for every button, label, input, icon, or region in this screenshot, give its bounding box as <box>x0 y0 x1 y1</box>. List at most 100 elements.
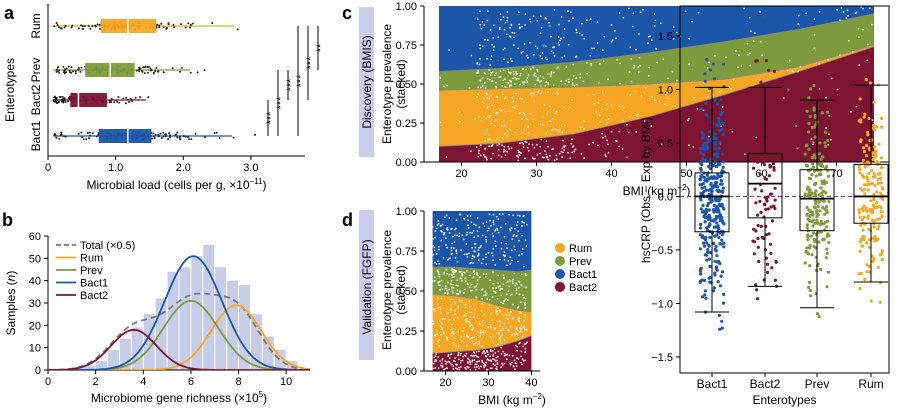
white-dot <box>450 283 452 285</box>
a-point <box>134 96 137 99</box>
e-point-Bact1 <box>714 249 719 253</box>
white-dot <box>435 263 438 265</box>
white-dot <box>516 105 519 108</box>
e-point-Bact2 <box>775 124 779 128</box>
white-dot <box>489 355 492 358</box>
white-dot <box>512 235 515 238</box>
white-dot <box>439 325 442 328</box>
white-dot <box>615 37 617 40</box>
e-point-Rum <box>880 125 884 129</box>
white-dot <box>605 155 607 158</box>
e-point-Bact1 <box>703 289 708 293</box>
white-dot <box>500 125 503 127</box>
e-point-Prev <box>807 130 811 134</box>
d-y-label: Enterotype prevalence <box>380 230 394 350</box>
e-point-Rum <box>867 245 871 249</box>
white-dot <box>479 329 482 332</box>
b-x-tick-label: 10 <box>280 376 292 388</box>
white-dot <box>503 352 506 355</box>
white-dot <box>547 82 549 84</box>
e-point-Bact1 <box>716 152 720 156</box>
white-dot <box>531 143 534 146</box>
white-dot <box>523 114 526 117</box>
white-dot <box>481 359 483 362</box>
white-dot <box>490 138 493 141</box>
white-dot <box>484 236 487 238</box>
white-dot <box>509 229 512 232</box>
white-dot <box>451 228 453 230</box>
white-dot <box>583 128 585 130</box>
e-point-Bact1 <box>702 175 707 179</box>
white-dot <box>496 229 499 232</box>
white-dot <box>441 364 444 367</box>
x-tick-label: 50 <box>680 168 692 180</box>
e-point-Prev <box>824 256 828 260</box>
a-point <box>98 23 101 26</box>
white-dot <box>455 252 458 255</box>
white-dot <box>629 94 631 96</box>
e-point-Rum <box>858 215 862 219</box>
white-dot <box>433 249 436 252</box>
d-x-label-text: BMI (kg m <box>478 393 533 407</box>
e-point-Bact1 <box>714 184 718 188</box>
white-dot <box>449 362 452 365</box>
white-dot <box>825 127 827 130</box>
a-point <box>162 131 165 134</box>
e-point-Rum <box>862 115 866 119</box>
white-dot <box>552 84 555 87</box>
white-dot <box>549 73 552 76</box>
white-dot <box>534 72 536 75</box>
white-dot <box>489 279 492 282</box>
e-point-Rum <box>879 181 883 185</box>
white-dot <box>492 24 495 27</box>
e-point-Bact1 <box>721 221 725 225</box>
e-point-Rum <box>872 192 876 197</box>
a-point <box>81 136 84 139</box>
e-point-Prev <box>815 218 819 222</box>
d-legend-label: Prev <box>569 256 592 268</box>
white-dot <box>508 314 510 317</box>
e-point-Rum <box>873 235 877 239</box>
e-point-Bact1 <box>708 222 712 226</box>
white-dot <box>503 255 506 258</box>
white-dot <box>850 110 852 113</box>
white-dot <box>477 252 480 255</box>
white-dot <box>512 36 515 39</box>
e-point-Bact1 <box>717 214 721 218</box>
e-point-Bact1 <box>717 199 721 203</box>
white-dot <box>523 343 526 346</box>
white-dot <box>532 157 535 160</box>
white-dot <box>563 55 566 58</box>
e-point-Prev <box>827 234 831 238</box>
white-dot <box>441 223 444 226</box>
white-dot <box>589 54 592 57</box>
a-point <box>168 132 171 135</box>
e-point-Bact2 <box>759 80 763 84</box>
e-point-Prev <box>825 110 830 114</box>
e-point-Bact1 <box>712 286 717 290</box>
white-dot <box>484 294 487 297</box>
white-dot <box>478 360 481 362</box>
e-point-Bact1 <box>718 140 723 144</box>
b-hist-bar <box>167 271 179 370</box>
white-dot <box>607 151 610 154</box>
a-point <box>55 136 58 139</box>
e-point-Bact2 <box>755 59 759 63</box>
white-dot <box>520 152 523 155</box>
e-point-Bact1 <box>707 201 711 205</box>
a-box-Bact1 <box>98 129 152 143</box>
e-point-Rum <box>871 151 875 155</box>
white-dot <box>521 131 523 134</box>
white-dot <box>521 118 524 120</box>
white-dot <box>503 145 506 148</box>
a-point <box>53 99 56 102</box>
white-dot <box>459 362 462 364</box>
white-dot <box>702 109 705 112</box>
white-dot <box>541 57 544 60</box>
e-point-Prev <box>807 121 811 125</box>
a-point <box>141 70 144 73</box>
e-point-Rum <box>863 192 867 196</box>
white-dot <box>470 283 473 286</box>
white-dot <box>488 69 490 71</box>
white-dot <box>524 307 527 310</box>
